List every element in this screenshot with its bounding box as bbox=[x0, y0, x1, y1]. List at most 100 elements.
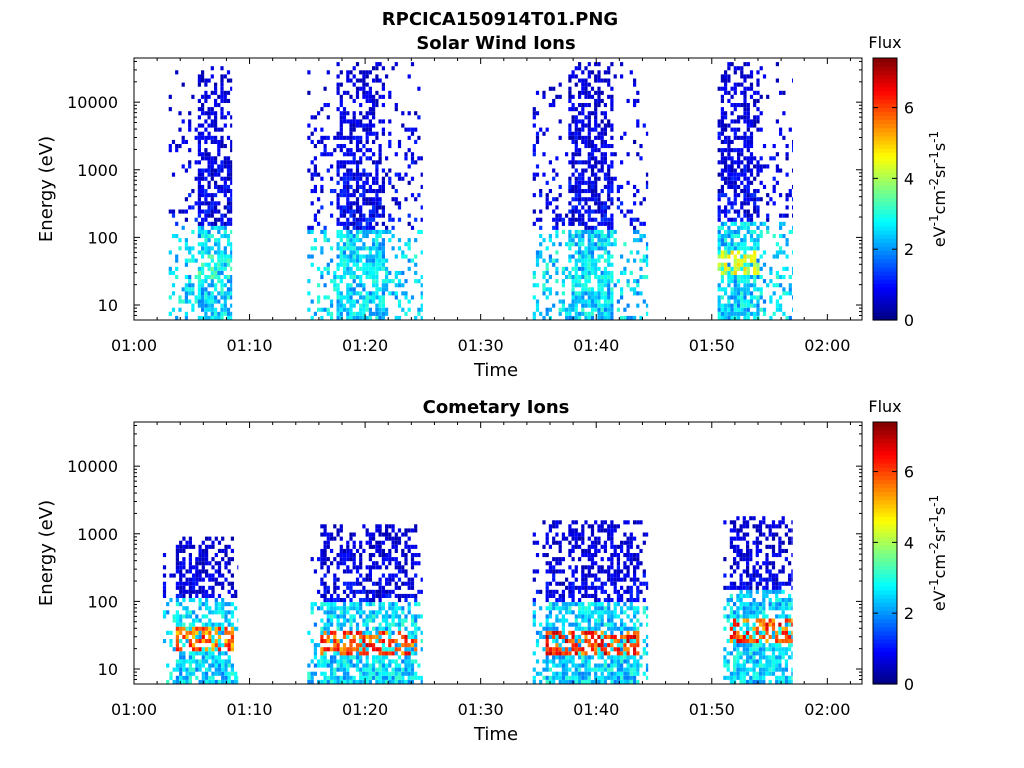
flux-cell bbox=[320, 139, 324, 144]
flux-cell bbox=[545, 553, 549, 558]
flux-cell bbox=[535, 303, 540, 308]
flux-cell bbox=[330, 536, 334, 541]
flux-cell bbox=[359, 647, 363, 652]
flux-cell bbox=[349, 589, 353, 594]
flux-cell bbox=[230, 164, 233, 169]
flux-cell bbox=[352, 311, 356, 316]
flux-cell bbox=[590, 94, 595, 99]
flux-cell bbox=[178, 246, 182, 251]
flux-cell bbox=[548, 647, 552, 652]
flux-cell bbox=[391, 651, 395, 656]
flux-cell bbox=[597, 679, 601, 684]
flux-cell bbox=[584, 667, 588, 672]
flux-cell bbox=[756, 160, 760, 165]
flux-cell bbox=[603, 275, 607, 280]
flux-cell bbox=[352, 655, 356, 660]
flux-cell bbox=[610, 176, 614, 181]
flux-cell bbox=[217, 655, 222, 660]
flux-cell bbox=[548, 602, 552, 607]
flux-cell bbox=[207, 123, 211, 128]
flux-cell bbox=[201, 585, 205, 590]
flux-cell bbox=[204, 229, 208, 234]
flux-cell bbox=[578, 152, 582, 157]
flux-cell bbox=[339, 250, 343, 255]
flux-cell bbox=[600, 295, 604, 300]
flux-cell bbox=[730, 148, 734, 153]
flux-cell bbox=[375, 655, 379, 660]
flux-cell bbox=[375, 295, 379, 300]
flux-cell bbox=[756, 115, 760, 120]
flux-cell bbox=[594, 123, 598, 128]
flux-cell bbox=[333, 287, 337, 292]
flux-cell bbox=[397, 593, 402, 598]
flux-cell bbox=[339, 135, 343, 140]
flux-cell bbox=[388, 229, 392, 234]
flux-cell bbox=[385, 589, 389, 594]
flux-cell bbox=[208, 577, 212, 582]
flux-cell bbox=[717, 283, 721, 288]
flux-cell bbox=[542, 270, 546, 275]
flux-cell bbox=[552, 565, 556, 570]
flux-cell bbox=[620, 315, 624, 320]
flux-cell bbox=[616, 589, 620, 594]
flux-cell bbox=[385, 557, 389, 562]
flux-cell bbox=[175, 585, 179, 590]
flux-cell bbox=[214, 569, 218, 574]
flux-cell bbox=[336, 593, 340, 598]
flux-cell bbox=[362, 262, 366, 267]
colorbar-segment bbox=[873, 172, 897, 178]
flux-cell bbox=[633, 201, 637, 206]
flux-cell bbox=[590, 184, 595, 189]
flux-cell bbox=[381, 189, 385, 194]
flux-cell bbox=[597, 131, 601, 136]
flux-cell bbox=[381, 548, 385, 553]
flux-cell bbox=[417, 193, 421, 198]
flux-cell bbox=[584, 258, 588, 263]
flux-cell bbox=[407, 238, 411, 243]
flux-cell bbox=[610, 291, 614, 296]
flux-cell bbox=[323, 585, 327, 590]
flux-cell bbox=[407, 221, 411, 226]
flux-cell bbox=[352, 242, 356, 247]
flux-cell bbox=[388, 176, 392, 181]
flux-cell bbox=[594, 577, 598, 582]
flux-cell bbox=[788, 315, 792, 320]
flux-cell bbox=[317, 283, 321, 288]
flux-cell bbox=[600, 238, 604, 243]
flux-cell bbox=[587, 524, 591, 529]
flux-cell bbox=[191, 291, 195, 296]
flux-cell bbox=[372, 254, 376, 259]
flux-cell bbox=[372, 66, 376, 71]
flux-cell bbox=[214, 250, 218, 255]
flux-cell bbox=[633, 291, 637, 296]
flux-cell bbox=[394, 581, 398, 586]
flux-cell bbox=[590, 540, 595, 545]
flux-cell bbox=[368, 246, 372, 251]
flux-cell bbox=[368, 311, 372, 316]
flux-cell bbox=[581, 655, 585, 660]
flux-cell bbox=[616, 197, 620, 202]
flux-cell bbox=[597, 246, 601, 251]
flux-cell bbox=[759, 66, 763, 71]
flux-cell bbox=[772, 156, 776, 161]
flux-cell bbox=[749, 291, 754, 296]
flux-cell bbox=[207, 229, 211, 234]
flux-cell bbox=[326, 540, 330, 545]
flux-cell bbox=[224, 626, 228, 631]
flux-cell bbox=[185, 639, 189, 644]
flux-cell bbox=[545, 618, 549, 623]
y-tick-label: 10 bbox=[98, 296, 118, 315]
flux-cell bbox=[571, 119, 575, 124]
flux-cell bbox=[191, 205, 195, 210]
flux-cell bbox=[555, 557, 559, 562]
flux-cell bbox=[346, 193, 350, 198]
flux-cell bbox=[620, 254, 624, 259]
flux-cell bbox=[730, 229, 734, 234]
flux-cell bbox=[336, 307, 340, 312]
flux-cell bbox=[224, 651, 228, 656]
flux-cell bbox=[561, 671, 565, 676]
flux-cell bbox=[214, 111, 218, 116]
flux-cell bbox=[753, 254, 757, 259]
flux-cell bbox=[404, 667, 408, 672]
flux-cell bbox=[743, 176, 747, 181]
